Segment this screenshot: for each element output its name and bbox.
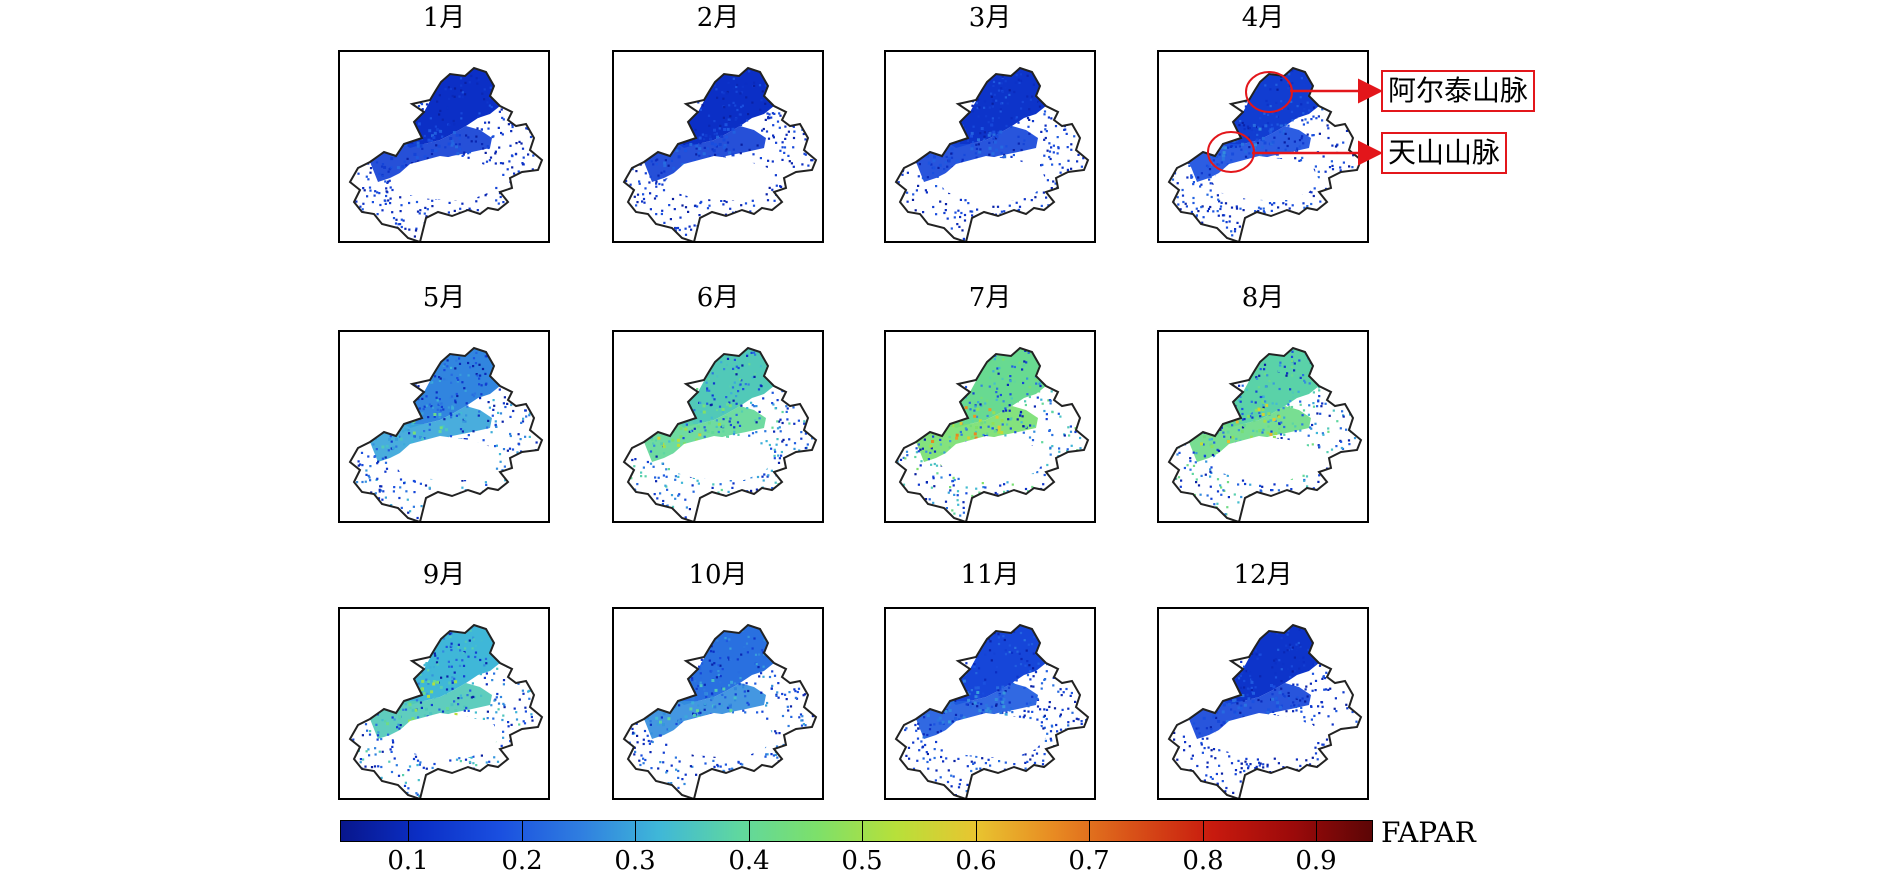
colorbar-tick	[1316, 820, 1317, 842]
colorbar-tick	[749, 820, 750, 842]
colorbar-tick-label: 0.1	[378, 846, 438, 876]
colorbar-title: FAPAR	[1381, 816, 1476, 849]
colorbar-tick	[522, 820, 523, 842]
colorbar-tick	[1203, 820, 1204, 842]
colorbar	[340, 820, 1373, 842]
colorbar-tick	[408, 820, 409, 842]
colorbar-tick	[862, 820, 863, 842]
colorbar-tick-label: 0.9	[1286, 846, 1346, 876]
colorbar-tick	[976, 820, 977, 842]
callout-altai: 阿尔泰山脉	[1381, 70, 1535, 112]
colorbar-tick-label: 0.2	[492, 846, 552, 876]
callout-tianshan: 天山山脉	[1381, 132, 1507, 174]
colorbar-tick-label: 0.8	[1173, 846, 1233, 876]
colorbar-tick-label: 0.3	[605, 846, 665, 876]
colorbar-tick-label: 0.6	[946, 846, 1006, 876]
colorbar-tick-label: 0.4	[719, 846, 779, 876]
colorbar-tick-label: 0.5	[832, 846, 892, 876]
colorbar-tick	[1089, 820, 1090, 842]
colorbar-tick	[635, 820, 636, 842]
colorbar-tick-label: 0.7	[1059, 846, 1119, 876]
